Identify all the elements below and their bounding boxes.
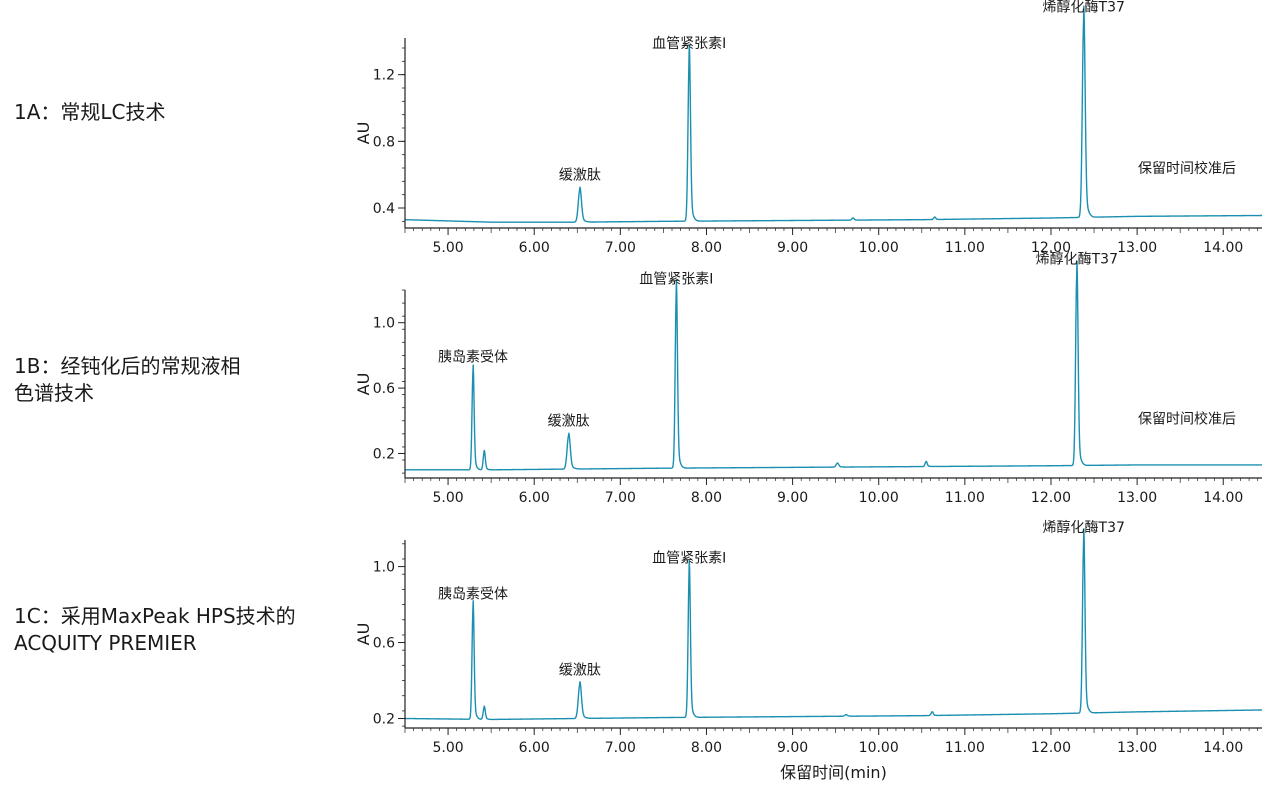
x-tick-label: 11.00: [945, 240, 985, 256]
peak-label: 缓激肽: [559, 167, 601, 184]
x-tick-label: 13.00: [1117, 740, 1157, 756]
peak-label: 烯醇化酶T37: [1043, 519, 1125, 536]
peak-label: 血管紧张素I: [652, 36, 726, 52]
trace-1b: [404, 260, 1263, 471]
annotation-label: 保留时间校准后: [1138, 160, 1236, 177]
x-tick-label: 8.00: [691, 740, 722, 756]
x-tick-label: 12.00: [1031, 740, 1071, 756]
x-tick-label: 5.00: [432, 490, 463, 506]
y-tick-label: 1.0: [373, 316, 395, 332]
y-tick-label: 0.2: [373, 712, 395, 728]
x-tick-label: 13.00: [1117, 490, 1157, 506]
y-tick-label: 0.2: [373, 446, 395, 462]
panel-label-1a: 1A：常规LC技术: [14, 100, 166, 124]
panel-label-1c: 1C：采用MaxPeak HPS技术的 ACQUITY PREMIER: [14, 604, 296, 655]
annotation-label: 保留时间校准后: [1138, 410, 1236, 427]
panel-label-1b: 1B：经钝化后的常规液相 色谱技术: [14, 354, 241, 405]
y-axis-label: AU: [354, 122, 373, 145]
y-axis-label: AU: [354, 623, 373, 646]
peak-label: 胰岛素受体: [438, 350, 508, 366]
y-tick-label: 1.0: [373, 560, 395, 576]
x-tick-label: 9.00: [777, 490, 808, 506]
x-tick-label: 5.00: [432, 740, 463, 756]
y-tick-label: 0.8: [373, 134, 395, 150]
x-tick-label: 9.00: [777, 240, 808, 256]
x-tick-label: 10.00: [859, 490, 899, 506]
y-tick-label: 1.2: [373, 68, 395, 84]
y-tick-label: 0.6: [373, 381, 395, 397]
x-tick-label: 8.00: [691, 490, 722, 506]
x-tick-label: 10.00: [859, 740, 899, 756]
x-tick-label: 8.00: [691, 240, 722, 256]
peak-label: 烯醇化酶T37: [1036, 251, 1118, 268]
trace-1a: [404, 5, 1263, 223]
x-tick-label: 11.00: [945, 740, 985, 756]
x-tick-label: 6.00: [519, 740, 550, 756]
peak-label: 缓激肽: [559, 661, 601, 678]
x-tick-label: 14.00: [1203, 490, 1243, 506]
x-tick-label: 11.00: [945, 490, 985, 506]
x-tick-label: 5.00: [432, 240, 463, 256]
x-tick-label: 7.00: [605, 740, 636, 756]
x-tick-label: 13.00: [1117, 240, 1157, 256]
peak-label: 胰岛素受体: [438, 586, 508, 602]
x-tick-label: 7.00: [605, 240, 636, 256]
x-tick-label: 7.00: [605, 490, 636, 506]
x-axis-label: 保留时间(min): [780, 763, 887, 782]
x-tick-label: 9.00: [777, 740, 808, 756]
x-tick-label: 10.00: [859, 240, 899, 256]
peak-label: 血管紧张素I: [652, 550, 726, 566]
y-axis-label: AU: [354, 373, 373, 396]
x-tick-label: 14.00: [1203, 740, 1243, 756]
x-tick-label: 6.00: [519, 490, 550, 506]
x-tick-label: 12.00: [1031, 240, 1071, 256]
x-tick-label: 12.00: [1031, 490, 1071, 506]
peak-label: 血管紧张素I: [639, 271, 713, 287]
peak-label: 烯醇化酶T37: [1043, 0, 1125, 15]
y-tick-label: 0.4: [373, 201, 395, 217]
x-tick-label: 14.00: [1203, 240, 1243, 256]
trace-1c: [404, 528, 1263, 721]
peak-label: 缓激肽: [548, 412, 590, 429]
y-tick-label: 0.6: [373, 636, 395, 652]
x-tick-label: 6.00: [519, 240, 550, 256]
